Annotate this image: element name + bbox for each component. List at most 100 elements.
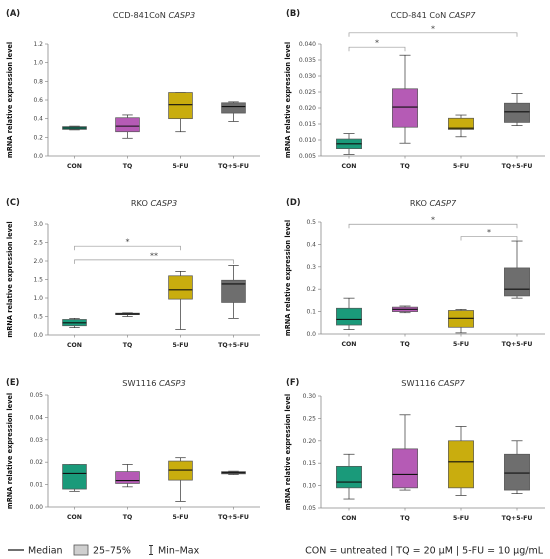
- y-tick-label: 0.30: [303, 393, 317, 400]
- significance-label: *: [487, 228, 491, 237]
- chart-title-gene: CASP3: [169, 10, 196, 20]
- x-tick-label: TQ+5-FU: [502, 341, 533, 348]
- significance-label: *: [126, 238, 130, 247]
- box-iqr: [448, 310, 474, 328]
- box-iqr: [115, 471, 140, 484]
- y-tick-label: 0.05: [303, 505, 317, 512]
- significance-bracket: *: [74, 238, 181, 251]
- chart-title-gene: CASP3: [151, 198, 178, 208]
- y-tick-label: 0.2: [306, 286, 316, 293]
- x-tick-label: TQ: [400, 515, 409, 522]
- box-5-fu: [448, 114, 474, 138]
- chart-title: SW1116 CASP3: [122, 378, 185, 388]
- box-tq: [115, 114, 140, 139]
- x-tick-label: 5-FU: [453, 163, 469, 170]
- chart-title: CCD-841 CoN CASP7: [390, 10, 476, 20]
- y-tick-label: 1.0: [33, 60, 43, 67]
- significance-bracket: *: [348, 39, 406, 52]
- box-tq: [115, 312, 140, 317]
- y-tick-label: 0.0: [33, 153, 43, 160]
- y-tick-label: 0.10: [303, 483, 317, 490]
- y-tick-label: 0.4: [33, 116, 43, 123]
- chart-title-gene: CASP3: [159, 378, 186, 388]
- box-tq-5-fu: [221, 101, 246, 122]
- box-iqr: [168, 460, 193, 481]
- significance-bracket: *: [348, 24, 518, 37]
- bracket-line: [348, 32, 518, 37]
- legend-range-swatch: [149, 545, 153, 555]
- box-iqr: [504, 453, 530, 491]
- chart-panel-4: (D) RKO CASP7 mRNA relative expression lev…: [284, 197, 545, 348]
- y-axis-label: mRNA relative expression level: [284, 42, 292, 158]
- y-tick-label: 0.035: [299, 57, 316, 64]
- x-tick-label: 5-FU: [453, 341, 469, 348]
- x-tick-label: 5-FU: [172, 163, 188, 170]
- legend-iqr-swatch: [73, 544, 89, 556]
- x-tick-label: TQ+5-FU: [218, 163, 249, 170]
- y-tick-label: 0.5: [306, 219, 316, 226]
- chart-title: CCD-841CoN CASP3: [113, 10, 195, 20]
- y-axis-label: mRNA relative expression level: [284, 394, 292, 510]
- legend-range-label: Min–Max: [158, 546, 200, 557]
- significance-label: *: [431, 24, 435, 33]
- y-tick-label: 0.6: [33, 97, 43, 104]
- y-tick-label: 0.8: [33, 78, 43, 85]
- bracket-line: [460, 236, 518, 241]
- box-tq-5-fu: [221, 265, 246, 319]
- x-tick-label: 5-FU: [453, 515, 469, 522]
- x-tick-label: CON: [342, 341, 357, 348]
- box-iqr: [504, 267, 530, 297]
- box-con: [62, 464, 87, 492]
- y-axis-label: mRNA relative expression level: [6, 393, 14, 509]
- box-iqr: [221, 279, 246, 303]
- x-tick-label: CON: [67, 342, 82, 349]
- box-tq: [115, 464, 140, 488]
- y-tick-label: 0.04: [30, 414, 44, 421]
- box-tq-5-fu: [504, 240, 530, 299]
- chart-panels: (A) CCD-841CoN CASP3 mRNA relative express…: [6, 8, 545, 522]
- bracket-line: [348, 46, 406, 52]
- chart-title-prefix: CCD-841CoN: [113, 10, 169, 20]
- box-iqr: [336, 465, 362, 489]
- box-iqr: [168, 275, 193, 300]
- chart-panel-3: (C) RKO CASP3 mRNA relative expression lev…: [6, 197, 260, 349]
- bracket-line: [348, 223, 518, 229]
- chart-title-prefix: RKO: [131, 198, 151, 208]
- box-con: [336, 133, 362, 155]
- x-tick-label: TQ+5-FU: [502, 515, 533, 522]
- box-iqr: [392, 448, 418, 489]
- panel-label: (E): [6, 377, 20, 387]
- panel-label: (F): [286, 377, 300, 387]
- y-tick-label: 0.020: [299, 105, 316, 112]
- y-tick-label: 0.015: [299, 121, 316, 128]
- box-iqr: [168, 92, 193, 120]
- chart-title: RKO CASP3: [131, 198, 177, 208]
- y-tick-label: 0.5: [33, 314, 43, 321]
- chart-title-prefix: SW1116: [122, 378, 159, 388]
- x-tick-label: TQ: [123, 514, 132, 521]
- y-axis-label: mRNA relative expression level: [6, 221, 14, 337]
- box-tq-5-fu: [504, 93, 530, 126]
- box-iqr: [448, 117, 474, 130]
- x-tick-label: TQ: [123, 163, 132, 170]
- y-tick-label: 0.0: [33, 332, 43, 339]
- panel-label: (C): [6, 197, 20, 207]
- significance-bracket: *: [348, 216, 518, 229]
- y-tick-label: 0.20: [303, 438, 317, 445]
- chart-title-prefix: SW1116: [401, 378, 438, 388]
- chart-title: RKO CASP7: [410, 198, 457, 208]
- significance-label: **: [150, 251, 158, 260]
- y-tick-label: 0.025: [299, 89, 316, 96]
- x-tick-label: TQ: [400, 341, 409, 348]
- panel-label: (D): [286, 197, 301, 207]
- panel-label: (B): [286, 8, 300, 18]
- box-5-fu: [168, 92, 193, 133]
- significance-label: *: [431, 216, 435, 225]
- y-tick-label: 3.0: [33, 221, 43, 228]
- box-iqr: [221, 102, 246, 114]
- y-tick-label: 0.0: [306, 331, 316, 338]
- box-tq: [392, 54, 418, 144]
- y-tick-label: 0.00: [30, 504, 44, 511]
- chart-title-prefix: CCD-841 CoN: [390, 10, 448, 20]
- chart-panel-2: (B) CCD-841 CoN CASP7 mRNA relative expres…: [284, 8, 545, 170]
